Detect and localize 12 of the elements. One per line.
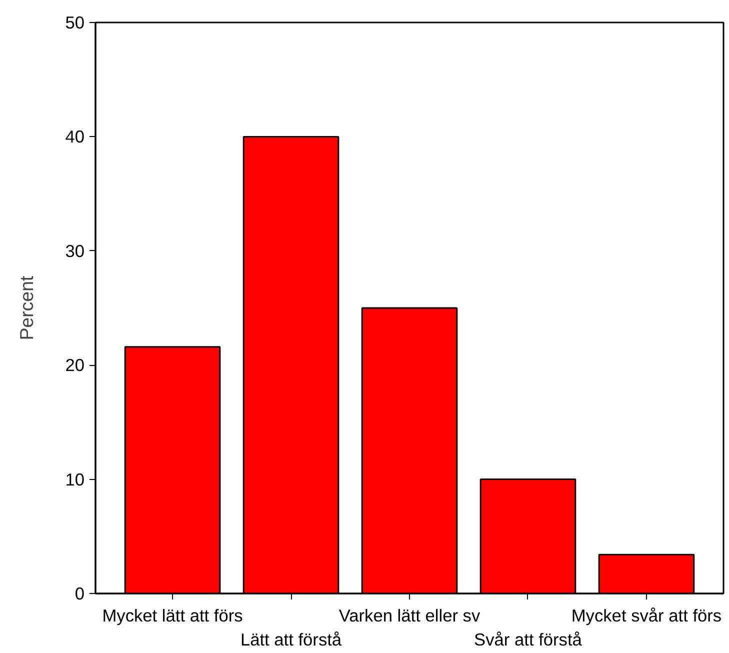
y-tick-label: 30 xyxy=(65,240,85,261)
y-axis-title: Percent xyxy=(16,275,38,340)
x-tick-label: Mycket svår att förs xyxy=(571,606,722,626)
y-tick-label: 40 xyxy=(65,126,85,147)
y-tick-label: 10 xyxy=(65,469,85,490)
x-tick-label: Lätt att förstå xyxy=(240,630,342,650)
x-tick-label: Varken lätt eller sv xyxy=(338,606,480,626)
x-tick-label: Mycket lätt att förs xyxy=(102,606,244,626)
y-tick-label: 0 xyxy=(74,584,85,604)
y-tick-label: 20 xyxy=(65,355,85,376)
x-tick-label: Svår att förstå xyxy=(474,630,582,650)
y-tick-label: 50 xyxy=(65,12,85,32)
